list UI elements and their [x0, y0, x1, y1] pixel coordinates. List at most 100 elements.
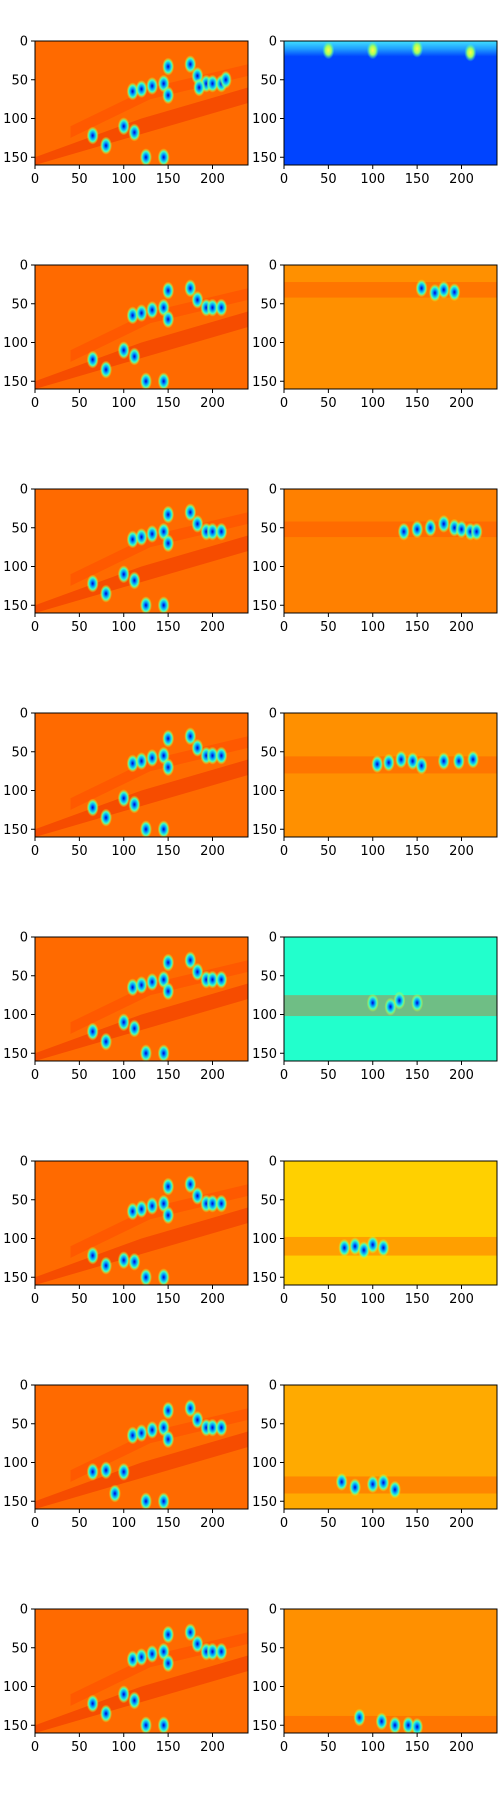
heatmap-panel-r3-c1: 0 50 100 150 200 0 50 100 150 [252, 707, 498, 859]
y-tick-label: 150 [252, 151, 277, 166]
heatmap-blob [193, 78, 206, 97]
axes-frame [283, 936, 498, 1062]
heatmap-blob [377, 1238, 390, 1257]
heatmap-panel-r6-c0: 0 50 100 150 200 0 50 100 150 [3, 1379, 249, 1531]
axes-frame [34, 936, 249, 1062]
heatmap-blob [128, 1691, 141, 1710]
heatmap-streak [35, 983, 248, 1061]
x-tick-label: 150 [405, 844, 430, 859]
x-tick-label: 50 [320, 172, 337, 187]
heatmap-blob [146, 748, 159, 767]
heatmap-blob [128, 1019, 141, 1038]
x-tick-label: 50 [71, 1292, 88, 1307]
axes-frame [283, 1608, 498, 1734]
heatmap-blob [162, 505, 175, 524]
heatmap-blob [146, 1196, 159, 1215]
heatmap-blob [117, 1685, 130, 1704]
x-tick-label: 50 [71, 1740, 88, 1755]
y-tick-label: 150 [252, 599, 277, 614]
y-tick-label: 50 [260, 1641, 277, 1656]
heatmap-blob [206, 970, 219, 989]
heatmap-streak [35, 87, 248, 165]
heatmap-blob [452, 752, 465, 771]
heatmap-blob [146, 972, 159, 991]
y-tick-label: 100 [252, 336, 277, 351]
heatmap-blob [162, 729, 175, 748]
heatmap-blob [162, 1401, 175, 1420]
x-tick-label: 150 [405, 1516, 430, 1531]
x-tick-label: 100 [360, 1740, 385, 1755]
heatmap-blob [388, 1716, 401, 1733]
heatmap-blob [146, 76, 159, 95]
x-tick-label: 150 [156, 1740, 181, 1755]
y-tick-label: 50 [11, 521, 28, 536]
y-tick-label: 50 [11, 969, 28, 984]
heatmap-blob [162, 1625, 175, 1644]
heatmap-streak [35, 1655, 248, 1733]
heatmap-panel-r1-c0: 0 50 100 150 200 0 50 100 150 [3, 259, 249, 411]
heatmap-blob [86, 1246, 99, 1265]
heatmap-blob [215, 298, 228, 317]
heatmap-blob [135, 1200, 148, 1219]
axes-frame [34, 264, 249, 390]
heatmap-blob [215, 746, 228, 765]
y-tick-label: 100 [3, 1232, 28, 1247]
heatmap-blob [135, 528, 148, 547]
heatmap-blob [206, 1642, 219, 1661]
heatmap-blob [157, 820, 170, 837]
x-tick-label: 0 [31, 844, 39, 859]
heatmap-blob [139, 596, 152, 613]
heatmap-blob [162, 86, 175, 105]
heatmap-blob [162, 1177, 175, 1196]
heatmap-blob [184, 55, 197, 74]
x-tick-label: 150 [156, 1292, 181, 1307]
x-tick-label: 150 [405, 1292, 430, 1307]
heatmap-panel-r5-c0: 0 50 100 150 200 0 50 100 150 [3, 1155, 249, 1307]
heatmap-blob [215, 522, 228, 541]
heatmap-blob [108, 1484, 121, 1503]
heatmap-blob [397, 522, 410, 541]
axes-frame [34, 488, 249, 614]
x-tick-label: 50 [71, 620, 88, 635]
heatmap-blob [215, 970, 228, 989]
x-tick-label: 0 [280, 844, 288, 859]
x-tick-label: 200 [449, 620, 474, 635]
y-tick-label: 150 [3, 823, 28, 838]
x-tick-label: 200 [449, 1516, 474, 1531]
x-tick-label: 100 [111, 172, 136, 187]
x-tick-label: 100 [111, 1068, 136, 1083]
x-tick-label: 200 [200, 172, 225, 187]
heatmap-blob [162, 1430, 175, 1449]
heatmap-blob [157, 1716, 170, 1733]
heatmap-blob [126, 754, 139, 773]
heatmap-blob [146, 300, 159, 319]
x-tick-label: 100 [111, 396, 136, 411]
heatmap-blob [157, 596, 170, 613]
heatmap-blob [146, 524, 159, 543]
heatmap-blob [86, 1462, 99, 1481]
heatmap-blob [437, 752, 450, 771]
y-tick-label: 150 [3, 151, 28, 166]
heatmap-blob [371, 755, 384, 774]
heatmap-blob [139, 1492, 152, 1509]
heatmap-blob [162, 758, 175, 777]
y-tick-label: 100 [3, 1680, 28, 1695]
heatmap-blob [357, 1241, 370, 1260]
y-tick-label: 0 [20, 1155, 28, 1170]
x-tick-label: 0 [31, 620, 39, 635]
x-tick-label: 0 [31, 1292, 39, 1307]
heatmap-blob [117, 1462, 130, 1481]
heatmap-blob [349, 1478, 361, 1497]
heatmap-blob [353, 1708, 366, 1727]
heatmap-background [284, 265, 497, 389]
heatmap-blob [126, 1426, 139, 1445]
heatmap-blob [191, 962, 204, 981]
heatmap-panel-r6-c1: 0 50 100 150 200 0 50 100 150 [252, 1379, 498, 1531]
heatmap-blob [184, 727, 197, 746]
heatmap-blob [377, 1473, 390, 1492]
x-tick-label: 200 [200, 396, 225, 411]
heatmap-blob [415, 756, 428, 775]
heatmap-blob [86, 350, 99, 369]
y-tick-label: 100 [252, 784, 277, 799]
